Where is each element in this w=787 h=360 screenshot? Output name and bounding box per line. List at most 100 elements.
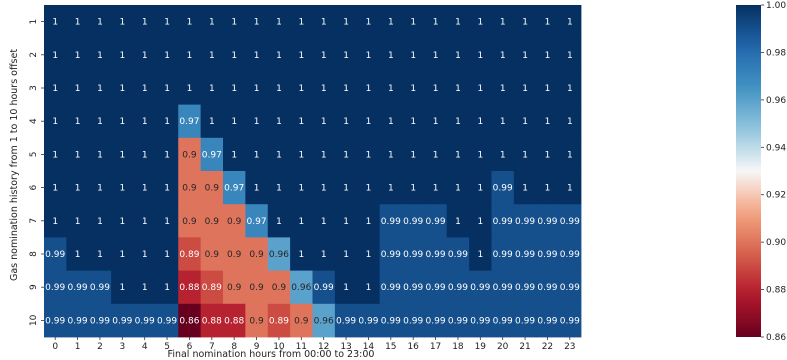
cell-value-label: 1 [276,150,282,160]
cell-value-label: 0.99 [90,283,110,293]
cell-value-label: 1 [142,18,148,28]
cell-value-label: 1 [522,18,528,28]
cell-value-label: 1 [321,150,327,160]
heatmap-cell [178,204,202,238]
heatmap-cell [513,71,537,105]
heatmap-cell [334,270,358,305]
heatmap-cell [558,104,582,139]
heatmap-cells: 1 1 1 1 1 1 1 1 1 1 1 1 1 1 1 1 1 1 1 1 1 1 1 1 1 1 1 1 1 1 1 1 1 1 1 1 1 1 1 1… [44,5,582,338]
colorbar-ticks: 0.86 0.88 0.90 0.92 0.94 0.96 0.98 1.00 [761,1,786,343]
cell-value-label: 1 [343,283,349,293]
x-tick-label: 11 [296,342,307,352]
heatmap-cell [267,204,291,238]
cell-value-label: 0.9 [249,250,264,260]
heatmap-cell [424,171,448,205]
heatmap-cell [44,38,67,72]
cell-value-label: 1 [187,84,193,94]
y-tick-label: 9 [29,284,39,290]
heatmap-cell [558,204,582,238]
heatmap-cell [66,38,90,72]
heatmap-cell [223,137,246,172]
cell-value-label: 1 [231,150,237,160]
cell-value-label: 1 [522,84,528,94]
cell-value-label: 0.89 [202,283,222,293]
y-tick-label: 5 [29,152,39,158]
heatmap-cell [245,104,269,139]
heatmap-cell [424,204,448,238]
colorbar-tick-label: 0.90 [766,238,786,248]
cell-value-label: 0.97 [202,150,222,160]
heatmap-cell [513,237,537,271]
x-tick-label: 14 [363,342,375,352]
cell-value-label: 1 [410,184,416,194]
cell-value-label: 0.99 [68,316,88,326]
colorbar [736,5,761,337]
cell-value-label: 0.96 [314,316,334,326]
cell-value-label: 0.9 [249,283,264,293]
heatmap-cell [402,270,425,305]
cell-value-label: 1 [433,117,439,127]
heatmap-cell [111,71,134,105]
cell-value-label: 0.99 [515,316,535,326]
cell-value-label: 0.99 [45,283,65,293]
cell-value-label: 0.99 [68,283,88,293]
cell-value-label: 1 [97,51,103,61]
cell-value-label: 0.99 [426,217,446,227]
heatmap-cell [290,204,313,238]
heatmap-cell [536,237,560,271]
heatmap-cell [155,270,179,305]
cell-value-label: 0.89 [179,250,199,260]
cell-value-label: 1 [388,184,394,194]
heatmap-cell [44,5,67,39]
cell-value-label: 1 [52,18,58,28]
cell-value-label: 1 [545,84,551,94]
heatmap-cell [334,171,358,205]
heatmap-cell [357,38,381,72]
heatmap-cell [491,237,515,271]
heatmap-cell [379,204,403,238]
cell-value-label: 0.99 [403,283,423,293]
heatmap-cell [200,104,224,139]
heatmap-cell [357,71,381,105]
cell-value-label: 1 [455,51,461,61]
heatmap-cell [66,71,90,105]
heatmap-cell [513,204,537,238]
heatmap-cell [111,303,134,338]
cell-value-label: 1 [164,84,170,94]
heatmap-cell [267,270,291,305]
heatmap-cell [111,237,134,271]
heatmap-cell [111,270,134,305]
heatmap-cell [469,104,492,139]
heatmap-cell [558,237,582,271]
heatmap-cell [334,104,358,139]
cell-value-label: 1 [298,18,304,28]
cell-value-label: 0.99 [448,250,468,260]
cell-value-label: 1 [477,217,483,227]
cell-value-label: 1 [231,84,237,94]
cell-value-label: 0.99 [135,316,155,326]
cell-value-label: 1 [164,51,170,61]
cell-value-label: 1 [209,51,215,61]
cell-value-label: 1 [142,217,148,227]
cell-value-label: 1 [343,250,349,260]
y-axis-ticks: 1 2 3 4 5 6 7 8 9 10 [29,19,44,326]
cell-value-label: 0.99 [426,250,446,260]
cell-value-label: 1 [142,250,148,260]
cell-value-label: 1 [254,51,260,61]
cell-value-label: 1 [142,184,148,194]
heatmap-cell [402,38,425,72]
cell-value-label: 1 [119,18,125,28]
cell-value-label: 1 [567,84,573,94]
cell-value-label: 1 [119,250,125,260]
heatmap-cell [133,171,157,205]
x-tick-label: 5 [164,342,170,352]
x-tick-label: 17 [430,342,441,352]
heatmap-cell [178,38,202,72]
cell-value-label: 1 [477,150,483,160]
cell-value-label: 1 [298,184,304,194]
heatmap-cell [402,237,425,271]
cell-value-label: 1 [477,51,483,61]
cell-value-label: 1 [366,250,372,260]
heatmap-cell [558,137,582,172]
heatmap-cell [469,204,492,238]
